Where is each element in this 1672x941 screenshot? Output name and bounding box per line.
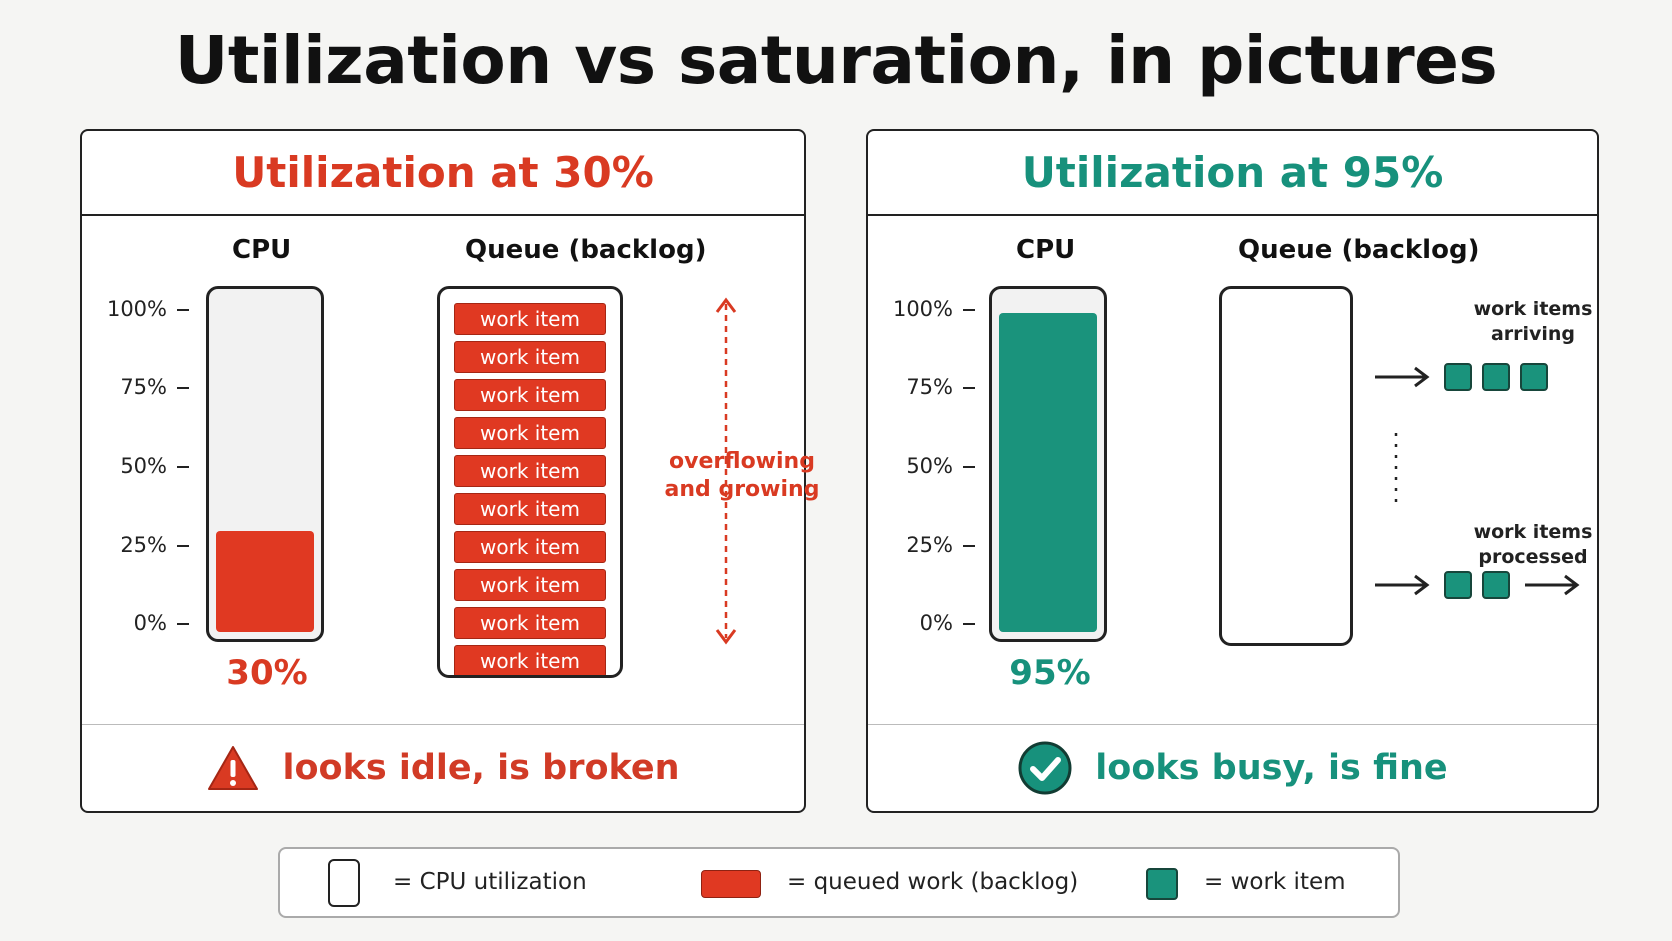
left-cpu-fill — [216, 531, 314, 632]
left-panel: Utilization at 30% CPU Queue (backlog) 1… — [80, 129, 819, 813]
warning-icon — [208, 746, 259, 790]
right-tick-0: 0% — [873, 611, 975, 635]
left-cpu-label: CPU — [232, 235, 292, 265]
right-panel-heading: Utilization at 95% — [868, 131, 1597, 216]
right-tick-100: 100% — [873, 297, 975, 321]
queue-work-item: work item — [454, 493, 606, 525]
legend: = CPU utilization = queued work (backlog… — [278, 847, 1400, 918]
legend-cpu-text: = CPU utilization — [393, 869, 587, 895]
page-title: Utilization vs saturation, in pictures — [174, 22, 1498, 99]
legend-queued-text: = queued work (backlog) — [787, 869, 1079, 895]
left-tick-0: 0% — [87, 611, 189, 635]
arriving-item-square — [1520, 363, 1548, 391]
overflow-note-line-2: and growing — [664, 477, 820, 502]
processed-label-line-1: work items — [1473, 521, 1593, 543]
processed-label: work items processed — [1458, 520, 1608, 570]
processed-item-square — [1482, 571, 1510, 599]
left-tick-25: 25% — [87, 533, 189, 557]
queue-work-item: work item — [454, 341, 606, 373]
right-panel-footer: looks busy, is fine — [868, 724, 1597, 811]
queue-work-item: work item — [454, 417, 606, 449]
queue-work-item: work item — [454, 531, 606, 563]
left-queue-label: Queue (backlog) — [465, 235, 707, 265]
right-cpu-gauge — [989, 286, 1107, 642]
overflow-note: overflowing and growing — [642, 448, 842, 504]
right-queue-label: Queue (backlog) — [1238, 235, 1480, 265]
queue-work-item: work item — [454, 455, 606, 487]
left-tick-75: 75% — [87, 375, 189, 399]
legend-item-swatch — [1146, 868, 1178, 900]
right-panel: Utilization at 95% CPU Queue (backlog) 1… — [866, 129, 1599, 813]
left-tick-100: 100% — [87, 297, 189, 321]
processed-label-line-2: processed — [1478, 546, 1588, 568]
vertical-dotted-line — [1394, 433, 1398, 503]
left-queue-box: work item work item work item work item work… — [437, 286, 623, 678]
arriving-label-line-2: arriving — [1490, 323, 1576, 345]
arriving-label-line-1: work items — [1473, 298, 1593, 320]
arriving-item-square — [1482, 363, 1510, 391]
right-tick-50: 50% — [873, 454, 975, 478]
left-cpu-gauge — [206, 286, 324, 642]
queue-work-item: work item — [454, 303, 606, 335]
legend-cpu-swatch — [328, 859, 360, 907]
right-cpu-fill — [999, 313, 1097, 632]
right-queue-box-empty — [1219, 286, 1353, 646]
vertical-double-arrow-icon — [715, 297, 737, 645]
left-cpu-value: 30% — [226, 653, 308, 693]
arriving-item-square — [1444, 363, 1472, 391]
queue-work-item: work item — [454, 645, 606, 675]
legend-item-text: = work item — [1204, 869, 1346, 895]
left-panel-heading: Utilization at 30% — [82, 131, 804, 216]
queue-work-item: work item — [454, 569, 606, 601]
left-panel-footer: looks idle, is broken — [82, 724, 804, 811]
left-verdict: looks idle, is broken — [282, 748, 680, 788]
overflow-note-line-1: overflowing — [669, 449, 815, 474]
legend-queued-swatch — [701, 870, 761, 898]
queue-work-item: work item — [454, 607, 606, 639]
processed-item-square — [1444, 571, 1472, 599]
right-cpu-value: 95% — [1009, 653, 1091, 693]
right-cpu-label: CPU — [1016, 235, 1076, 265]
arriving-label: work items arriving — [1458, 297, 1608, 347]
queue-work-item: work item — [454, 379, 606, 411]
left-tick-50: 50% — [87, 454, 189, 478]
right-verdict: looks busy, is fine — [1095, 748, 1448, 788]
check-circle-icon — [1018, 741, 1072, 795]
arrow-right-icon — [1375, 366, 1430, 388]
right-tick-25: 25% — [873, 533, 975, 557]
arrow-right-icon — [1375, 574, 1430, 596]
right-tick-75: 75% — [873, 375, 975, 399]
arrow-right-icon — [1525, 574, 1580, 596]
